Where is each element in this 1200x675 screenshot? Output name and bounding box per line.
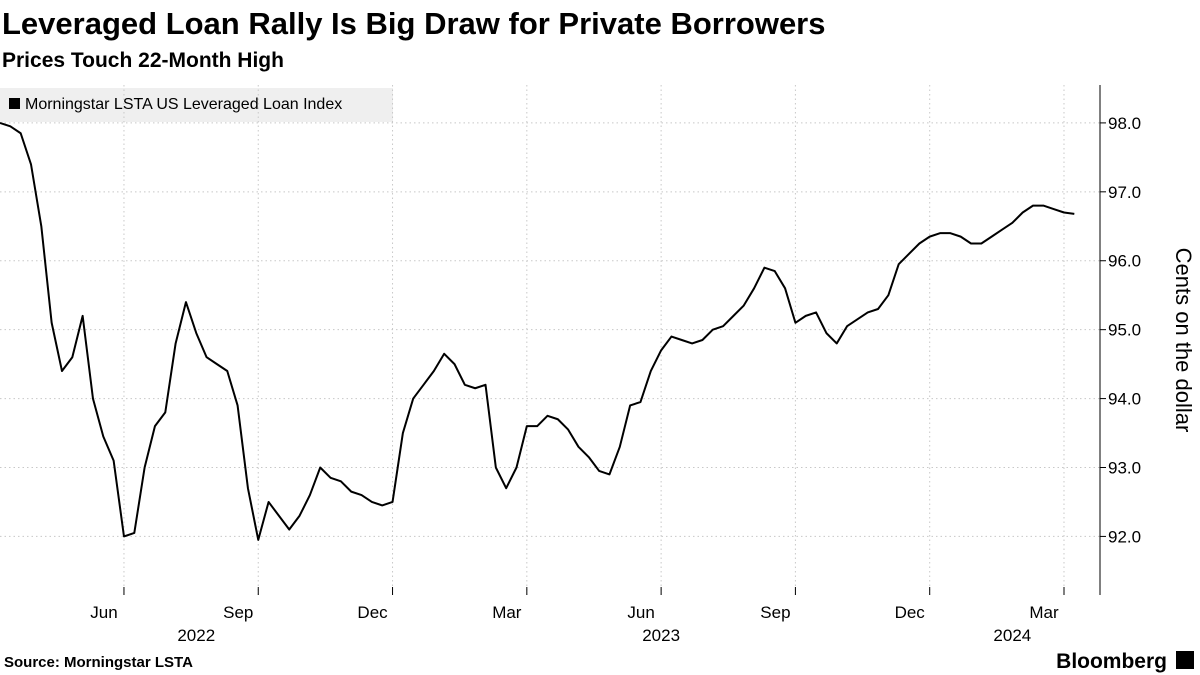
x-tick-label: Jun bbox=[627, 603, 654, 622]
x-tick-label: Dec bbox=[357, 603, 388, 622]
x-tick-label: Sep bbox=[760, 603, 790, 622]
x-tick-label: Dec bbox=[895, 603, 926, 622]
legend-label: Morningstar LSTA US Leveraged Loan Index bbox=[25, 96, 342, 113]
y-tick-label: 96.0 bbox=[1108, 252, 1141, 271]
brand: Bloomberg bbox=[1056, 650, 1167, 673]
x-year-label: 2024 bbox=[993, 626, 1031, 645]
y-tick-label: 98.0 bbox=[1108, 114, 1141, 133]
source: Source: Morningstar LSTA bbox=[4, 654, 193, 671]
chart-title: Leveraged Loan Rally Is Big Draw for Pri… bbox=[2, 6, 825, 41]
x-tick-label: Mar bbox=[492, 603, 522, 622]
legend-box bbox=[0, 88, 393, 122]
x-tick-label: Sep bbox=[223, 603, 253, 622]
y-axis-label: Cents on the dollar bbox=[1171, 248, 1196, 433]
y-tick-label: 94.0 bbox=[1108, 390, 1141, 409]
x-year-label: 2023 bbox=[642, 626, 680, 645]
y-tick-label: 97.0 bbox=[1108, 183, 1141, 202]
line-series bbox=[0, 121, 1075, 541]
brand-icon bbox=[1176, 651, 1194, 669]
x-tick-label: Mar bbox=[1029, 603, 1059, 622]
x-tick-label: Jun bbox=[90, 603, 117, 622]
legend-swatch bbox=[9, 98, 20, 109]
y-tick-label: 95.0 bbox=[1108, 321, 1141, 340]
y-tick-label: 93.0 bbox=[1108, 459, 1141, 478]
chart-subtitle: Prices Touch 22-Month High bbox=[2, 49, 284, 72]
x-year-label: 2022 bbox=[177, 626, 215, 645]
y-tick-label: 92.0 bbox=[1108, 527, 1141, 546]
